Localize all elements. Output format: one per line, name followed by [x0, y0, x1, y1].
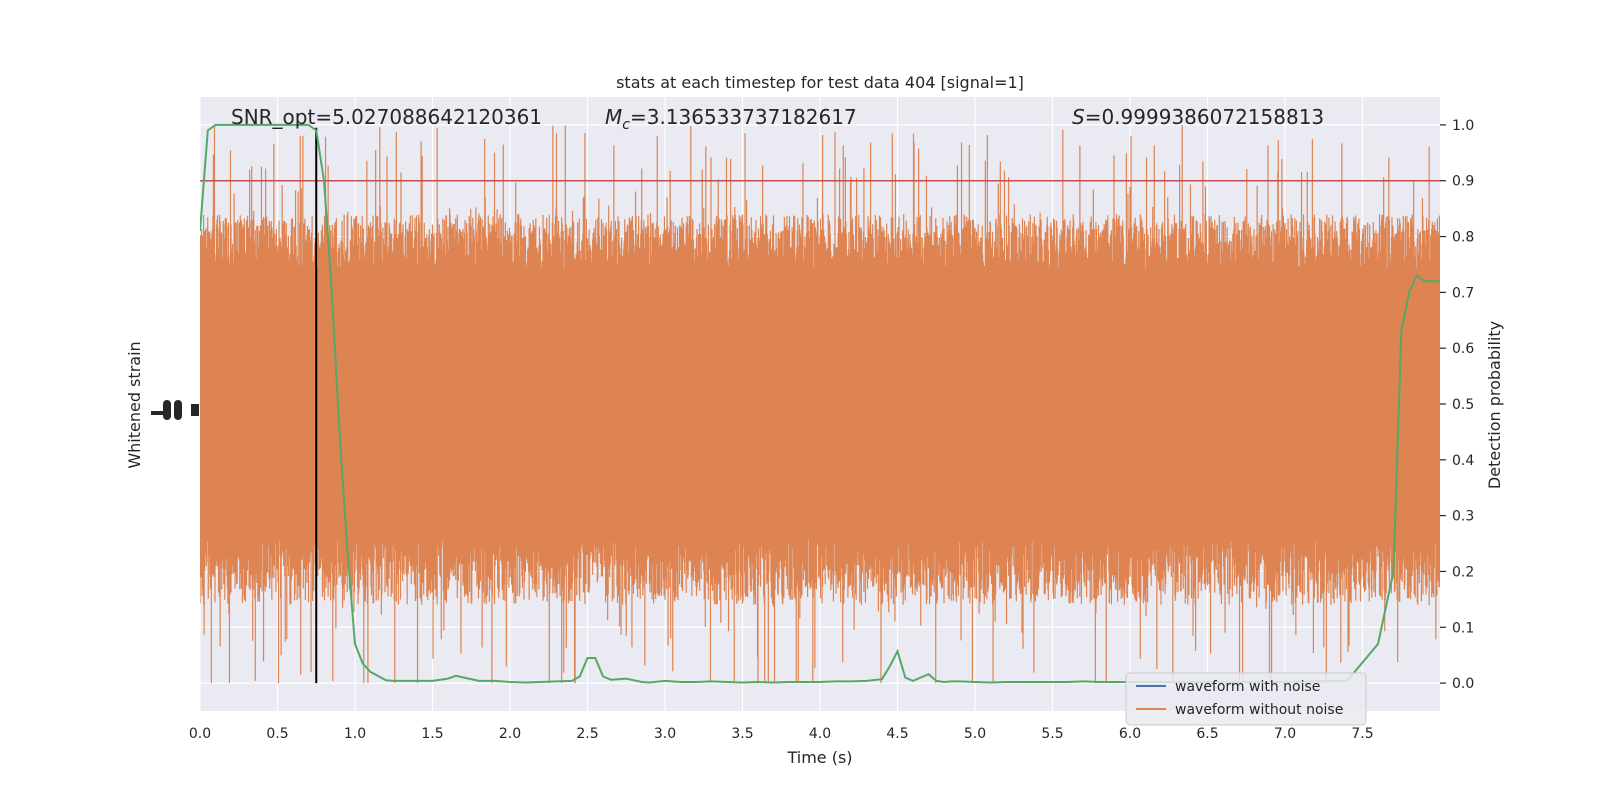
x-tick-label: 3.5 — [731, 726, 753, 742]
chirp-mass-annotation: Mc=3.136533737182617 — [605, 105, 857, 133]
y-axis-label-right: Detection probability — [1485, 321, 1504, 489]
x-tick-label: 7.5 — [1351, 726, 1373, 742]
x-tick-label: 2.0 — [499, 726, 521, 742]
data-layer — [200, 123, 1440, 684]
x-axis-label: Time (s) — [786, 748, 852, 767]
y-axis-ticks-right: 0.0 0.1 0.2 0.3 0.4 0.5 0.6 0.7 0.8 0.9 1.0 — [1440, 118, 1474, 692]
y-tick-label: 1.0 — [1452, 118, 1474, 134]
x-tick-label: 1.0 — [344, 726, 366, 742]
s-symbol: S — [1072, 105, 1085, 129]
mc-subscript: c — [622, 117, 630, 133]
y-tick-label: 0.8 — [1452, 230, 1474, 246]
y-tick-label: 0.9 — [1452, 174, 1474, 190]
left-axis-collapsed-ticks — [151, 400, 199, 420]
y-tick-label: 0.7 — [1452, 285, 1474, 301]
y-tick-label: 0.6 — [1452, 341, 1474, 357]
legend-box — [1125, 672, 1367, 726]
snr-annotation: SNR_opt=5.027088642120361 — [231, 105, 542, 129]
y-tick-label: 0.4 — [1452, 453, 1474, 469]
x-tick-label: 3.0 — [654, 726, 676, 742]
x-tick-label: 5.0 — [964, 726, 986, 742]
legend: waveform with noise waveform without noi… — [1125, 672, 1367, 726]
x-tick-label: 0.5 — [266, 726, 288, 742]
y-axis-label-left: Whitened strain — [125, 341, 144, 468]
noise-waveform — [200, 125, 1440, 684]
legend-label-clean: waveform without noise — [1175, 702, 1343, 718]
y-tick-label: 0.2 — [1452, 564, 1474, 580]
x-tick-label: 4.5 — [886, 726, 908, 742]
mc-symbol: M — [605, 105, 622, 129]
chart-title: stats at each timestep for test data 404… — [616, 73, 1024, 92]
x-tick-label: 2.5 — [576, 726, 598, 742]
y-tick-label: 0.3 — [1452, 509, 1474, 525]
s-value: =0.9999386072158813 — [1085, 105, 1324, 129]
x-axis-ticks: 0.0 0.5 1.0 1.5 2.0 2.5 3.0 3.5 4.0 4.5 5.0 5.5 6.0 6… — [189, 726, 1374, 742]
x-tick-label: 7.0 — [1274, 726, 1296, 742]
x-tick-label: 4.0 — [809, 726, 831, 742]
detection-probability-line — [200, 123, 1440, 684]
y-tick-label: 0.5 — [1452, 397, 1474, 413]
y-tick-label: 0.1 — [1452, 620, 1474, 636]
x-tick-label: 6.0 — [1119, 726, 1141, 742]
noise-core — [200, 275, 1440, 533]
score-annotation: S=0.9999386072158813 — [1072, 105, 1324, 129]
mc-value: =3.136533737182617 — [630, 105, 857, 129]
x-tick-label: 6.5 — [1196, 726, 1218, 742]
x-tick-label: 1.5 — [421, 726, 443, 742]
x-tick-label: 5.5 — [1041, 726, 1063, 742]
x-tick-label: 0.0 — [189, 726, 211, 742]
legend-label-noisy: waveform with noise — [1175, 679, 1320, 695]
y-tick-label: 0.0 — [1452, 676, 1474, 692]
